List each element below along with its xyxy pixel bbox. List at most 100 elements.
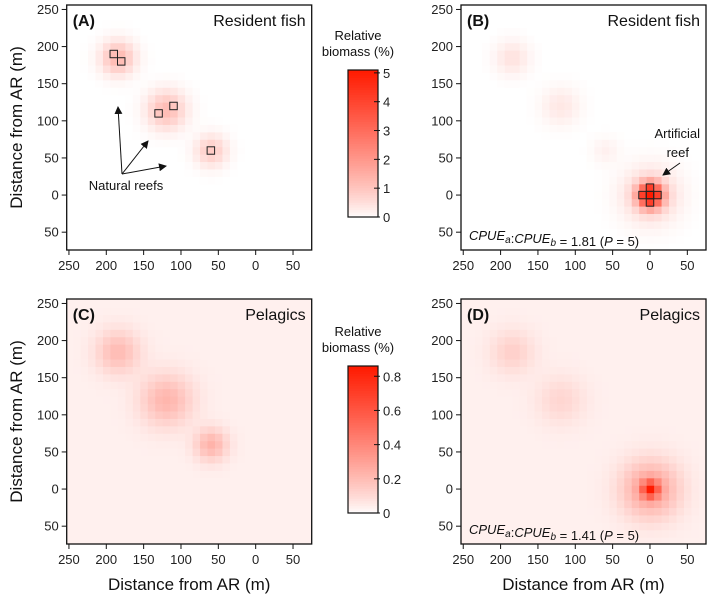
heatmap-cell [534, 529, 543, 538]
heatmap-cell [192, 139, 201, 148]
heatmap-cell [214, 344, 223, 353]
heatmap-cell [646, 314, 655, 323]
heatmap-cell [638, 463, 647, 471]
heatmap-cell [155, 545, 163, 553]
y-tick-label: 200 [431, 39, 453, 54]
heatmap-cell [207, 455, 215, 464]
heatmap-cell [683, 307, 692, 315]
heatmap-cell [668, 396, 677, 405]
heatmap-cell [132, 463, 141, 471]
heatmap-cell [593, 500, 602, 509]
colorbar-segment [348, 180, 378, 184]
heatmap-cell [579, 470, 587, 479]
colorbar-segment [348, 138, 378, 142]
colorbar-segment [348, 77, 378, 81]
heatmap-cell [214, 307, 223, 315]
heatmap-cell [661, 522, 670, 531]
heatmap-cell [66, 485, 74, 494]
heatmap-cell [496, 477, 505, 486]
heatmap-cell [698, 411, 706, 419]
heatmap-cell [549, 396, 558, 405]
heatmap-cell [199, 344, 208, 353]
heatmap-cell [653, 235, 662, 244]
heatmap-cell [192, 455, 201, 464]
heatmap-cell [72, 463, 81, 471]
colorbar-segment [348, 402, 378, 406]
heatmap-cell [162, 72, 171, 81]
heatmap-cell [489, 455, 498, 464]
heatmap-cell [541, 440, 550, 449]
heatmap-cell [461, 418, 468, 427]
heatmap-cell [541, 72, 550, 81]
heatmap-cell [266, 366, 275, 375]
heatmap-cell [698, 191, 706, 200]
heatmap-cell [668, 507, 677, 516]
panel-label: (A) [73, 13, 95, 30]
heatmap-cell [207, 515, 215, 523]
heatmap-cell [274, 396, 283, 405]
heatmap-cell [699, 545, 707, 553]
heatmap-cell [579, 102, 587, 111]
heatmap-cell [229, 477, 238, 486]
heatmap-cell [222, 492, 230, 501]
heatmap-cell [668, 500, 677, 509]
heatmap-cell [683, 433, 692, 442]
heatmap-cell [192, 373, 201, 382]
heatmap-cell [549, 522, 558, 531]
heatmap-cell [110, 322, 118, 330]
heatmap-cell [638, 154, 647, 163]
heatmap-cell [80, 396, 89, 405]
heatmap-cell [653, 198, 662, 207]
heatmap-cell [691, 537, 699, 544]
heatmap-cell [162, 492, 171, 501]
heatmap-cell [289, 299, 298, 308]
heatmap-cell [668, 425, 677, 434]
heatmap-cell [102, 500, 111, 509]
heatmap-cell [154, 72, 163, 81]
heatmap-cell [192, 124, 201, 133]
heatmap-cell [556, 477, 565, 486]
heatmap-cell [124, 515, 133, 523]
colorbar-segment [348, 74, 378, 78]
heatmap-cell [571, 448, 580, 457]
heatmap-cell [564, 314, 572, 323]
heatmap-cell [199, 366, 208, 375]
heatmap-cell [95, 396, 103, 405]
heatmap-cell [691, 161, 699, 170]
y-tick-label: 0 [446, 482, 453, 497]
heatmap-cell [541, 94, 550, 103]
heatmap-cell [691, 183, 699, 192]
heatmap-cell [489, 425, 498, 434]
heatmap-cell [556, 307, 565, 315]
heatmap-cell [526, 94, 535, 103]
heatmap-cell [169, 124, 178, 133]
heatmap-cell [571, 322, 580, 330]
heatmap-cell [526, 477, 535, 486]
heatmap-cell [72, 396, 81, 405]
heatmap-cell [579, 109, 587, 118]
heatmap-cell [638, 515, 647, 523]
heatmap-cell [638, 455, 647, 464]
heatmap-cell [124, 388, 133, 397]
heatmap-cell [608, 161, 617, 170]
heatmap-cell [162, 418, 171, 427]
heatmap-cell [676, 213, 684, 222]
heatmap-cell [586, 418, 595, 427]
heatmap-cell [102, 448, 111, 457]
heatmap-cell [117, 500, 126, 509]
heatmap-cell [110, 477, 118, 486]
heatmap-cell [177, 500, 186, 509]
heatmap-cell [132, 322, 141, 330]
heatmap-cell [132, 351, 141, 360]
heatmap-cell [496, 42, 505, 51]
heatmap-cell [698, 440, 706, 449]
heatmap-cell [222, 455, 230, 464]
heatmap-cell [207, 176, 215, 185]
heatmap-cell [571, 351, 580, 360]
heatmap-cell [646, 221, 655, 229]
annotation-arrow [121, 163, 167, 175]
heatmap-cell [668, 359, 677, 367]
heatmap-cell [192, 507, 201, 516]
heatmap-cell [623, 169, 632, 177]
heatmap-cell [653, 500, 662, 509]
